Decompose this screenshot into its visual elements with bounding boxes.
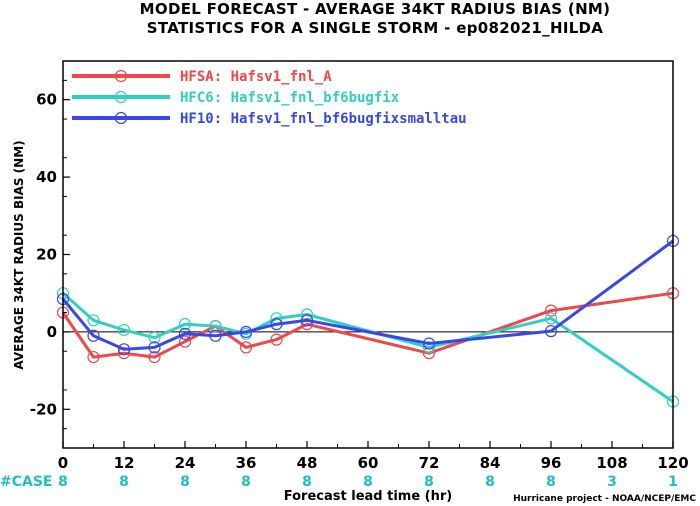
y-axis-label: AVERAGE 34KT RADIUS BIAS (NM) <box>12 140 26 369</box>
x-tick-label: 60 <box>358 454 379 472</box>
x-tick-label: 108 <box>596 454 627 472</box>
series-1-point <box>178 335 192 348</box>
case-count: 8 <box>241 474 251 490</box>
series-3-point <box>239 325 253 338</box>
y-tick-label: 60 <box>36 91 57 109</box>
series-2-point <box>422 341 436 354</box>
legend-entry-2: HFC6: Hafsv1_fnl_bf6bugfix <box>180 90 400 106</box>
case-count: 8 <box>424 474 434 490</box>
series-2-point <box>117 323 131 337</box>
case-count: 8 <box>485 474 495 490</box>
chart-title: MODEL FORECAST - AVERAGE 34KT RADIUS BIA… <box>139 0 611 18</box>
y-tick-label: 20 <box>36 246 57 264</box>
y-tick-label: 0 <box>47 323 57 341</box>
chart-subtitle: STATISTICS FOR A SINGLE STORM - ep082021… <box>146 19 604 37</box>
series-2-point <box>209 319 222 333</box>
x-tick-label: 84 <box>480 454 501 472</box>
case-label: #CASE <box>0 474 53 490</box>
series-3-point <box>178 327 192 340</box>
y-tick-label: -20 <box>30 400 57 418</box>
x-tick-label: 96 <box>541 454 562 472</box>
series-2-point <box>178 318 192 331</box>
series-2-point <box>544 312 558 325</box>
series-3-point <box>117 343 131 356</box>
x-axis-label: Forecast lead time (hr) <box>284 489 452 504</box>
case-count: 8 <box>58 474 68 490</box>
legend-marker-2 <box>114 90 128 104</box>
case-count: 1 <box>668 474 678 490</box>
case-count: 8 <box>119 474 129 490</box>
legend-marker-3 <box>114 111 128 125</box>
series-line-3 <box>61 239 674 351</box>
case-count: 8 <box>363 474 373 490</box>
series-3-point <box>300 314 314 327</box>
series-3-point <box>544 325 558 338</box>
x-tick-label: 36 <box>236 454 257 472</box>
series-3-point <box>270 318 283 331</box>
x-tick-label: 120 <box>657 454 688 472</box>
series-3-point <box>422 337 436 350</box>
x-tick-label: 24 <box>175 454 196 472</box>
case-count: 3 <box>607 474 617 490</box>
series-1-point <box>87 350 100 364</box>
x-tick-label: 48 <box>297 454 318 472</box>
legend-entry-1: HFSA: Hafsv1_fnl_A <box>180 69 332 85</box>
case-count: 8 <box>180 474 190 490</box>
series-3-point <box>87 329 100 342</box>
series-1-point <box>270 333 283 346</box>
credit-text: Hurricane project - NOAA/NCEP/EMC <box>513 494 696 504</box>
series-3-point <box>148 341 161 354</box>
series-2-point <box>148 331 161 344</box>
x-tick-label: 72 <box>419 454 440 472</box>
series-1-point <box>148 350 161 364</box>
x-tick-label: 0 <box>58 454 68 472</box>
x-tick-label: 12 <box>114 454 135 472</box>
y-tick-label: 40 <box>36 168 57 186</box>
series-1-point <box>239 341 253 354</box>
legend-marker-1 <box>114 69 128 83</box>
series-1-point <box>300 318 314 331</box>
series-2-point <box>87 314 100 327</box>
legend-entry-3: HF10: Hafsv1_fnl_bf6bugfixsmalltau <box>180 111 467 127</box>
series-3-point <box>209 329 222 342</box>
case-count: 8 <box>546 474 556 490</box>
series-1-point <box>544 304 558 317</box>
case-count: 8 <box>302 474 312 490</box>
